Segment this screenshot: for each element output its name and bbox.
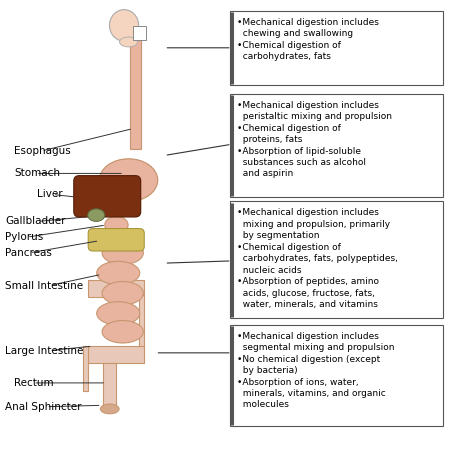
FancyBboxPatch shape bbox=[230, 10, 443, 85]
FancyBboxPatch shape bbox=[230, 94, 443, 197]
Ellipse shape bbox=[102, 282, 144, 305]
Ellipse shape bbox=[100, 404, 119, 414]
FancyBboxPatch shape bbox=[83, 346, 88, 391]
FancyBboxPatch shape bbox=[130, 40, 141, 149]
Text: Pancreas: Pancreas bbox=[5, 248, 52, 258]
Text: •Mechanical digestion includes
  peristaltic mixing and propulsion
•Chemical dig: •Mechanical digestion includes peristalt… bbox=[237, 101, 392, 179]
Text: •Mechanical digestion includes
  segmental mixing and propulsion
•No chemical di: •Mechanical digestion includes segmental… bbox=[237, 332, 395, 410]
FancyBboxPatch shape bbox=[230, 324, 443, 426]
FancyBboxPatch shape bbox=[139, 296, 144, 362]
Ellipse shape bbox=[102, 320, 144, 343]
Ellipse shape bbox=[109, 9, 139, 41]
FancyBboxPatch shape bbox=[230, 201, 443, 318]
Ellipse shape bbox=[97, 261, 140, 285]
FancyBboxPatch shape bbox=[133, 26, 147, 40]
Ellipse shape bbox=[102, 241, 144, 265]
Text: Gallbladder: Gallbladder bbox=[5, 216, 66, 226]
FancyBboxPatch shape bbox=[74, 176, 141, 217]
FancyBboxPatch shape bbox=[88, 346, 144, 363]
Ellipse shape bbox=[97, 302, 140, 325]
Ellipse shape bbox=[120, 37, 138, 47]
Text: Pylorus: Pylorus bbox=[5, 232, 44, 242]
Ellipse shape bbox=[99, 159, 158, 202]
Text: Rectum: Rectum bbox=[14, 378, 54, 388]
Text: Anal Sphincter: Anal Sphincter bbox=[5, 402, 82, 412]
FancyBboxPatch shape bbox=[88, 280, 144, 297]
Text: Large Intestine: Large Intestine bbox=[5, 346, 84, 356]
FancyBboxPatch shape bbox=[88, 229, 144, 251]
Text: Stomach: Stomach bbox=[14, 168, 60, 178]
Text: •Mechanical digestion includes
  mixing and propulsion, primarily
  by segmentat: •Mechanical digestion includes mixing an… bbox=[237, 208, 398, 309]
Text: •Mechanical digestion includes
  chewing and swallowing
•Chemical digestion of
 : •Mechanical digestion includes chewing a… bbox=[237, 18, 379, 61]
FancyBboxPatch shape bbox=[103, 363, 117, 408]
Text: Esophagus: Esophagus bbox=[14, 146, 71, 156]
Ellipse shape bbox=[88, 209, 105, 221]
Text: Liver: Liver bbox=[36, 189, 62, 199]
Text: Small Intestine: Small Intestine bbox=[5, 280, 83, 291]
Ellipse shape bbox=[135, 29, 143, 35]
Ellipse shape bbox=[105, 216, 128, 234]
